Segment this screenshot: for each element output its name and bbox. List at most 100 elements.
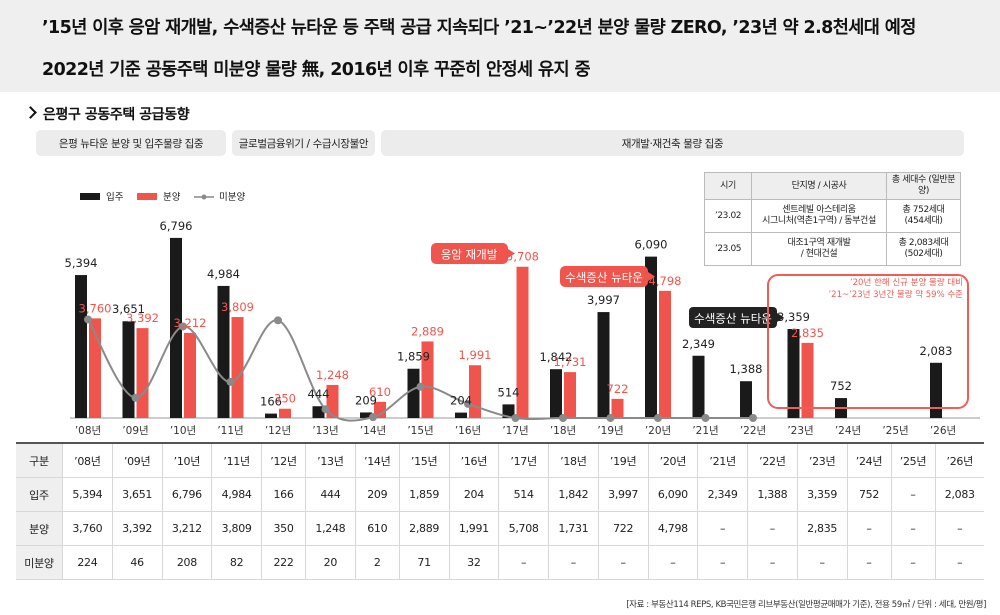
table-cell: 350	[261, 511, 306, 546]
info-cell: 총 2,083세대 (502세대)	[886, 232, 961, 266]
table-cell: 5,708	[498, 511, 549, 546]
legend-swatch-presale	[137, 193, 157, 200]
bar-movein	[550, 369, 562, 418]
table-cell: –	[548, 545, 599, 580]
callout-suseek-2	[689, 307, 777, 328]
data-label-presale: 722	[607, 382, 629, 396]
bar-movein	[930, 362, 942, 418]
data-label-movein: 1,859	[397, 350, 430, 364]
x-tick-label: ’26년	[930, 425, 956, 437]
table-row: 입주 5,394 3,651 6,796 4,984 166 444 209 1…	[16, 477, 984, 512]
table-cell: –	[891, 545, 936, 580]
x-tick-label: ’11년	[217, 425, 243, 437]
table-cell: 1,991	[449, 511, 500, 546]
table-cell: 209	[355, 477, 400, 512]
x-tick-label: ’12년	[265, 425, 291, 437]
table-cell: –	[891, 477, 936, 512]
table-cell: 1,248	[305, 511, 356, 546]
data-label-presale: 3,212	[174, 316, 207, 330]
x-tick-label: ’22년	[740, 425, 766, 437]
unsold-point	[416, 382, 425, 391]
table-row-label: 미분양	[16, 545, 63, 580]
unsold-point	[559, 414, 567, 422]
info-cell: ’23.02	[704, 199, 752, 233]
table-row-label: 입주	[16, 477, 63, 512]
data-label-movein: 4,984	[207, 267, 240, 281]
table-cell: –	[697, 511, 748, 546]
table-header-cell: ’08년	[62, 442, 113, 478]
x-tick-label: ’25년	[882, 425, 908, 437]
period-pill-3: 재개발·재건축 물량 집중	[381, 130, 964, 156]
x-tick-label: ’23년	[787, 425, 813, 437]
x-tick-label: ’17년	[502, 425, 528, 437]
bar-movein	[645, 256, 657, 418]
x-tick-label: ’20년	[645, 425, 671, 437]
bar-presale	[516, 266, 529, 418]
data-label-presale: 350	[274, 392, 296, 406]
data-label-movein: 2,349	[682, 337, 715, 351]
table-header-cell: ’25년	[891, 442, 936, 478]
bar-movein	[692, 355, 705, 418]
table-cell: 4,984	[211, 477, 262, 512]
bar-movein	[217, 285, 230, 418]
table-header-cell: ’12년	[261, 442, 306, 478]
x-tick-label: ’18년	[550, 425, 576, 437]
table-cell: 2,889	[399, 511, 450, 546]
table-header-cell: ’09년	[112, 442, 163, 478]
data-label-presale: 3,392	[126, 311, 159, 325]
table-header-row: 구분 ’08년 ’09년 ’10년 ’11년 ’12년 ’13년 ’14년 ’1…	[16, 442, 984, 478]
bar-presale	[564, 372, 576, 418]
table-cell: 4,798	[648, 511, 699, 546]
table-cell: –	[847, 511, 892, 546]
callout-suseek-1-text: 수색증산 뉴타운	[565, 271, 643, 285]
highlight-box-text-1: ’20년 한해 신규 분양 물량 대비	[850, 277, 963, 288]
table-header-cell: ’14년	[355, 442, 400, 478]
legend-point-unsold	[201, 194, 207, 200]
data-label-movein: 6,796	[160, 219, 193, 233]
unsold-point	[511, 414, 520, 422]
table-cell: 1,388	[747, 477, 798, 512]
table-cell: 222	[261, 545, 306, 580]
table-cell: 514	[498, 477, 549, 512]
bar-presale	[136, 328, 149, 418]
table-cell: 3,760	[62, 511, 113, 546]
unsold-point	[84, 315, 92, 324]
source-note: [자료 : 부동산114 REPS, KB국민은행 리브부동산(일반평균매매가 …	[626, 600, 986, 610]
bar-movein	[597, 312, 610, 418]
table-cell: 71	[399, 545, 450, 580]
unsold-point	[274, 316, 282, 325]
table-header-cell: ’18년	[548, 442, 599, 478]
supply-chart: 5,394 3,651 6,796 4,984 166 444 209 1,859 204 514…	[65, 191, 980, 437]
data-label-presale: 4,798	[649, 274, 682, 288]
unsold-point	[654, 414, 662, 422]
table-cell: 752	[847, 477, 892, 512]
legend-label-movein: 입주	[106, 191, 124, 203]
data-label-presale: 2,889	[411, 324, 444, 338]
data-table: 구분 ’08년 ’09년 ’10년 ’11년 ’12년 ’13년 ’14년 ’1…	[16, 442, 984, 580]
unsold-point	[464, 399, 472, 408]
table-cell: 5,394	[62, 477, 113, 512]
table-cell: –	[935, 511, 984, 546]
table-cell: 3,212	[162, 511, 213, 546]
data-label-movein: 3,997	[587, 293, 620, 307]
highlight-box-text-2: ’21~’23년 3년간 물량 약 59% 수준	[828, 289, 963, 300]
table-cell: 2,349	[697, 477, 748, 512]
bar-movein	[740, 381, 752, 418]
callout-suseek-2-pointer	[777, 313, 784, 322]
data-label-movein: 5,394	[65, 256, 98, 270]
data-label-presale: 2,835	[791, 326, 824, 340]
table-header-label: 구분	[16, 442, 63, 478]
table-cell: 166	[261, 477, 306, 512]
x-tick-label: ’08년	[75, 425, 101, 437]
table-cell: –	[891, 511, 936, 546]
table-cell: 208	[162, 545, 213, 580]
x-tick-label: ’21년	[692, 425, 718, 437]
bar-movein	[170, 237, 182, 418]
table-cell: 722	[598, 511, 649, 546]
bar-movein	[455, 412, 467, 418]
bar-presale	[611, 398, 624, 418]
data-label-movein: 204	[450, 394, 472, 408]
table-cell: –	[697, 545, 748, 580]
period-pill-2: 글로벌금융위기 / 수급시장불안	[232, 130, 375, 156]
bar-presale	[89, 318, 101, 418]
